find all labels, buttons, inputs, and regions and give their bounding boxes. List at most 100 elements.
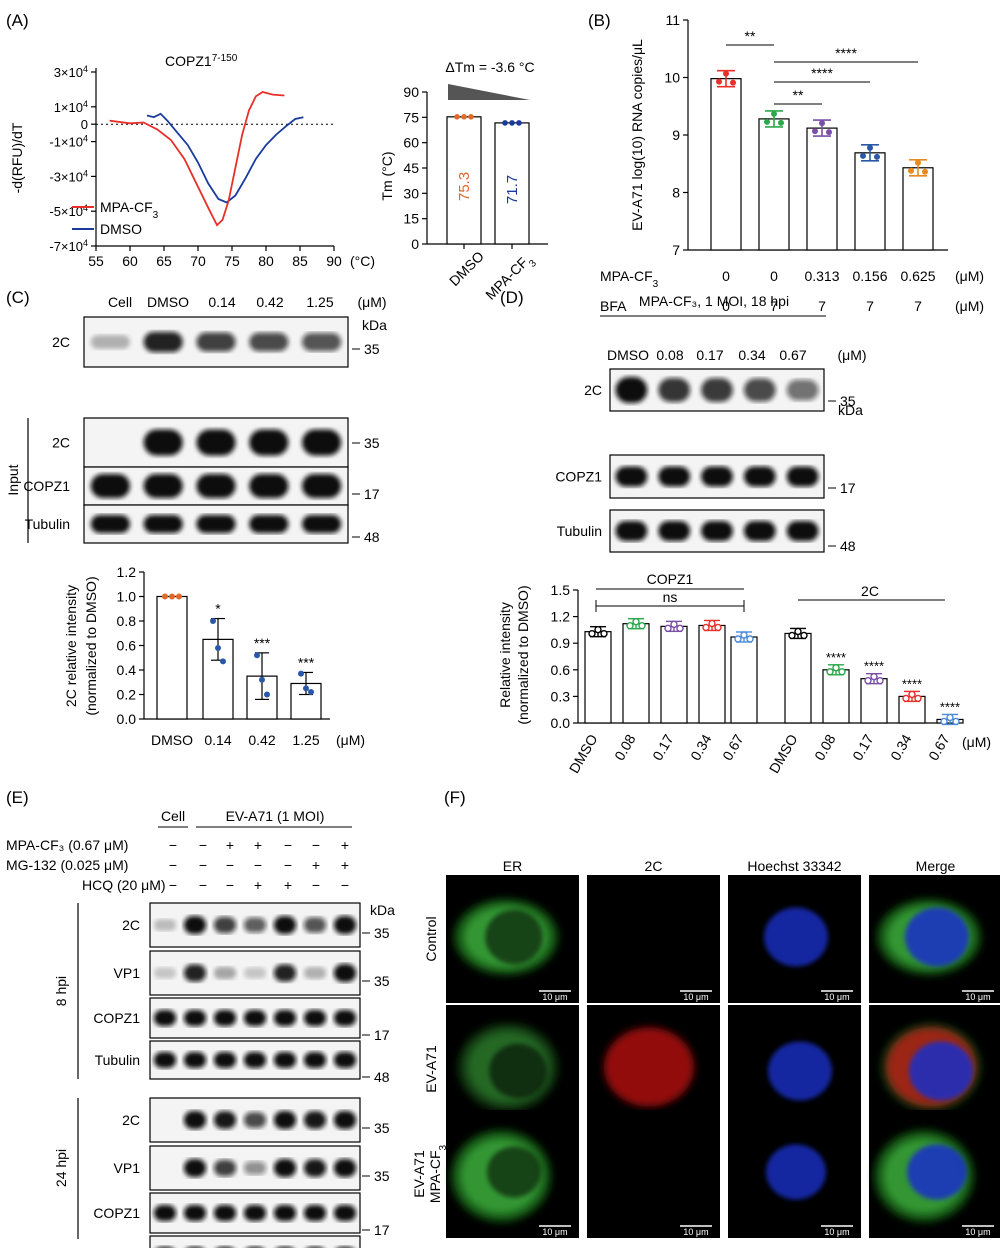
e-blot-8h-2c-band [183,916,207,934]
d-lane-label: 0.08 [656,347,683,363]
e-blot-24h-vp1-band [273,1159,297,1177]
c-blot-label: 2C [52,435,70,451]
d-copz1-point [664,624,672,633]
b-treatment-table: MPA-CF3 BFA 0 0 0.313 0.156 0.625 0 7 7 7 7 (μM) (μM) [600,268,984,314]
curve-title-sup: 7-150 [212,53,238,64]
e-blot-label: Tubulin [95,1052,140,1068]
y-tick-exponent: 4 [83,203,88,213]
tm-chart-ylabel: Tm (°C) [379,151,395,200]
e-mw-label: 17 [374,1222,390,1238]
b-unit-label: (μM) [955,298,984,314]
d-2c-x-label: 0.34 [887,731,915,763]
y-tick-mantissa: 1×10 [54,100,83,115]
d-blot-2c-band [658,378,691,402]
e-blot-8h-2c-band [303,917,327,933]
f-column-label: 2C [645,858,663,874]
c-blot-tubulin-3-band [302,515,342,533]
f-image-hoechst-33342: 10 μm [728,875,861,1003]
legend-label: DMSO [100,221,142,237]
panel-e: (E) Cell EV-A71 (1 MOI) MPA-CF₃ (0.67 μM) −… [6,788,395,1248]
d-2c-bar [784,632,812,724]
e-blot-8h-2c-band [243,917,267,933]
panel-d-label: (D) [500,288,524,307]
y-tick-mantissa: -1×10 [49,135,83,150]
c-blot-2c-1-band [302,429,342,456]
c-blot-tubulin-3-band [249,515,289,533]
c-sig-label: *** [298,654,315,670]
e-blot-24h-copz1 [149,1192,361,1234]
b-y-tick-label: 11 [665,12,680,28]
tm-y-tick-label: 60 [403,135,419,151]
tm-point [502,120,508,126]
f-image-2c: 10 μm [587,875,720,1003]
panel-d: (D) MPA-CF₃, 1 MOI, 18 hpi DMSO 0.08 0.17 0.… [497,288,991,776]
d-blot-copz1-band [701,466,733,487]
f-nucleus-signal [766,1144,826,1200]
f-scale-label: 10 μm [824,992,849,1002]
c-lane-label: DMSO [147,294,189,310]
e-blot-8h-2c-band [213,916,237,934]
d-2c-point [832,664,840,672]
c-blot-2c-0-band [302,332,342,352]
e-blot-8h-vp1-band [303,967,327,979]
d-blot-copz1-band [615,466,648,487]
f-column-label: Hoechst 33342 [747,858,841,874]
e-blot-8h-tubulin [149,1040,361,1080]
b-row1-value: 0.313 [804,268,839,284]
f-row-label: Control [423,916,439,961]
d-sig-label: **** [940,699,960,714]
c-chart-ylabel: (normalized to DMSO) [83,576,99,715]
e-blot-8h-vp1-band [243,967,267,979]
panel-c: (C) Cell DMSO 0.14 0.42 1.25 (μM) kDa 2C 2C COPZ1… [5,288,387,748]
b-row2-label-main: BFA [600,298,627,314]
d-2c-x-label: 0.17 [849,731,877,763]
c-y-tick-label: 1.2 [117,564,137,580]
c-point [162,593,168,600]
d-sig-label: **** [864,659,884,674]
d-copz1-bar [698,624,726,724]
d-blot-label: COPZ1 [555,469,602,485]
d-copz1-point [670,620,678,629]
c-blot-2c-0-band [90,335,130,349]
b-point [778,119,784,126]
f-row-label-main: MPA-CF [427,1150,443,1203]
y-tick-label: -5×104 [49,203,88,219]
e-blot-24h-2c-band [183,1111,207,1129]
y-tick-mantissa: -3×10 [49,169,83,184]
e-blot-8h-copz1-band [273,1010,297,1026]
d-ns-label: ns [663,589,678,605]
e-blot-8h-2c [149,902,361,948]
tm-point [461,114,467,120]
f-nucleus-signal [764,907,828,967]
c-point [303,685,309,692]
d-copz1-point [626,621,634,630]
b-bar [758,118,790,251]
e-time-label: 8 hpi [53,976,69,1006]
d-blot-label: Tubulin [557,523,602,539]
c-blot-tubulin-3 [83,504,349,544]
d-copz1-x-label: 0.17 [649,731,677,763]
y-tick-exponent: 4 [83,99,88,109]
c-blot-tubulin-3-band [196,515,236,533]
d-blot-2c-band [701,378,733,402]
c-point [254,652,260,659]
y-tick-exponent: 4 [83,64,88,74]
d-blot-tubulin [609,509,825,553]
d-2c-point [788,631,796,640]
e-blot-8h-tubulin-band [153,1052,177,1068]
f-image-background [587,1110,720,1238]
c-point [176,593,182,600]
b-bar [710,78,742,251]
d-copz1-point [588,629,596,638]
d-copz1-bar [584,631,612,724]
d-2c-point [870,672,878,681]
y-tick-label: 1×104 [54,99,88,115]
b-row2-value: 7 [866,298,874,314]
y-tick-exponent: 4 [83,134,88,144]
d-copz1-point [676,624,684,633]
e-blot-24h-copz1-band [243,1205,267,1221]
c-x-label: DMSO [151,732,193,748]
e-blot-8h-copz1-band [243,1010,267,1026]
c-blot-tubulin-3-band [90,515,130,533]
